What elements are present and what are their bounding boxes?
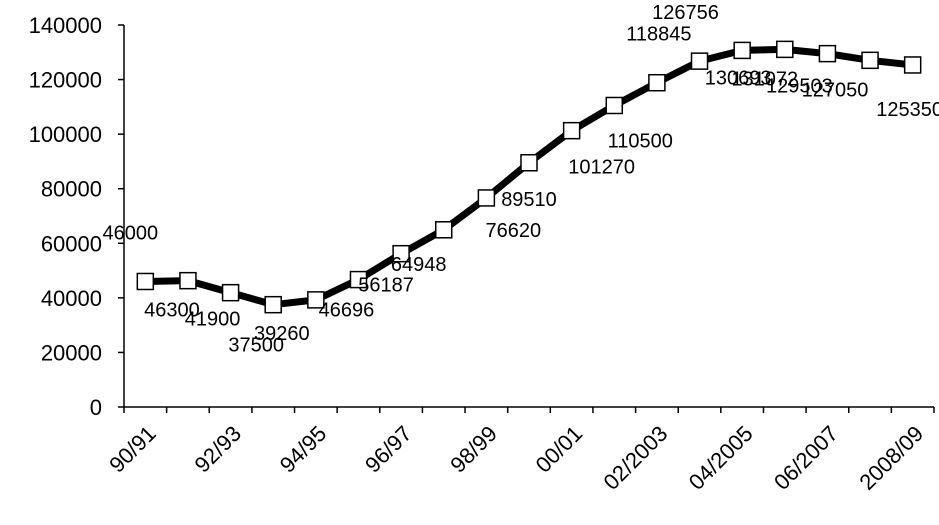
data-point-marker	[690, 52, 709, 70]
data-label: 131072	[731, 68, 798, 90]
data-point-marker	[221, 283, 240, 302]
data-point-marker	[776, 40, 794, 59]
x-tick-label: 98/99	[445, 421, 502, 478]
data-point-marker	[903, 56, 922, 74]
data-label: 130693	[705, 67, 772, 89]
data-label: 46000	[103, 222, 159, 244]
data-label: 89510	[501, 189, 557, 211]
x-tick-label: 04/2005	[684, 421, 758, 495]
y-tick-label: 80000	[41, 177, 102, 202]
data-label: 118845	[626, 24, 691, 46]
y-tick-label: 60000	[41, 231, 102, 256]
data-label: 41900	[185, 309, 241, 331]
y-tick-label: 0	[90, 395, 102, 420]
data-point-marker	[861, 51, 879, 70]
data-label: 64948	[391, 254, 447, 276]
data-label: 46300	[144, 300, 200, 322]
data-point-marker	[605, 96, 624, 115]
data-label: 37500	[228, 335, 284, 357]
data-label: 127050	[802, 79, 869, 101]
data-point-marker	[733, 41, 751, 60]
x-tick-label: 92/93	[190, 421, 247, 478]
data-point-marker	[179, 271, 197, 290]
x-tick-label: 96/97	[360, 421, 417, 478]
data-label: 101270	[568, 157, 635, 179]
data-point-marker	[520, 154, 538, 172]
y-tick-label: 120000	[29, 68, 102, 93]
x-axis: 90/91 92/93 94/95 96/97 98/99 00/01 02/2003 04/…	[104, 406, 935, 495]
data-label: 129503	[766, 76, 833, 98]
y-tick-label: 20000	[41, 340, 102, 365]
data-point-marker	[818, 44, 837, 63]
data-point-marker	[434, 221, 453, 239]
data-point-marker	[136, 272, 155, 291]
x-tick-label: 2008/09	[854, 421, 928, 495]
series-markers	[136, 40, 922, 314]
data-label: 56187	[358, 275, 414, 297]
data-label: 126756	[652, 2, 719, 24]
data-label: 39260	[254, 323, 310, 345]
x-tick-label: 94/95	[275, 421, 332, 478]
x-tick-label: 06/2007	[769, 421, 843, 495]
data-point-marker	[477, 189, 496, 207]
x-tick-label: 00/01	[531, 421, 588, 478]
data-label: 46696	[319, 300, 375, 322]
data-point-marker	[307, 291, 325, 309]
data-label: 76620	[486, 220, 542, 242]
data-point-marker	[648, 73, 666, 92]
data-point-marker	[392, 244, 410, 263]
y-tick-label: 40000	[41, 286, 102, 311]
y-tick-label: 140000	[29, 13, 102, 38]
x-tick-label: 90/91	[104, 421, 161, 478]
data-label: 125350	[876, 99, 939, 121]
data-label: 110500	[608, 130, 673, 152]
x-tick-label: 02/2003	[599, 421, 673, 495]
data-point-marker	[264, 295, 282, 314]
data-point-marker	[349, 270, 368, 289]
y-tick-label: 100000	[29, 122, 102, 147]
y-axis: 0 20000 40000 60000 80000 100000 120000 140000	[29, 13, 125, 420]
data-point-marker	[562, 121, 581, 140]
